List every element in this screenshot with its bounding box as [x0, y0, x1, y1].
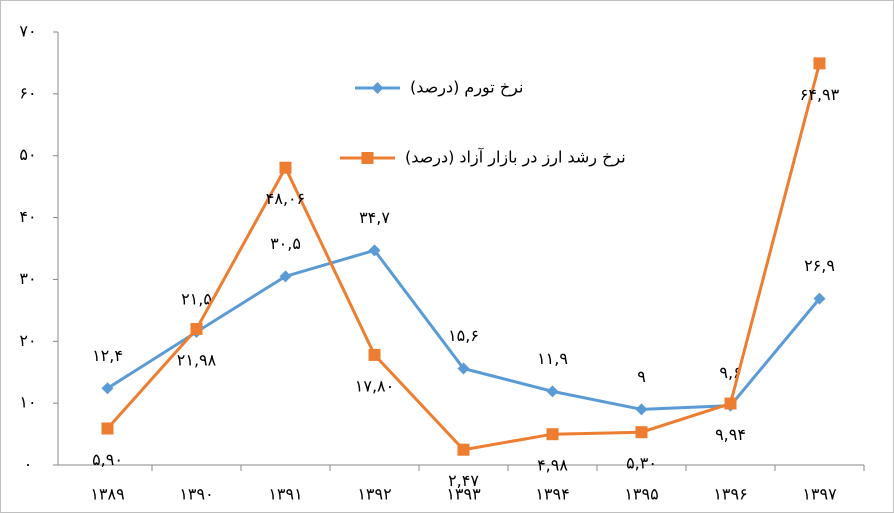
marker	[635, 403, 648, 416]
marker	[361, 152, 374, 164]
marker	[546, 385, 559, 398]
data-label: ۲۶,۹	[804, 256, 835, 275]
data-label: ۶۴,۹۳	[800, 85, 840, 104]
data-label: ۱۲,۴	[92, 346, 123, 365]
x-tick-label: ۱۳۹۱	[268, 485, 302, 504]
marker	[101, 382, 114, 395]
y-tick-label: ۴۰	[19, 207, 36, 226]
data-label: ۲۱,۵	[181, 290, 212, 309]
data-label: ۹,۹۴	[715, 425, 746, 444]
marker	[190, 323, 203, 336]
legend-label: نرخ رشد ارز در بازار آزاد (درصد)	[405, 148, 626, 168]
marker	[724, 397, 737, 410]
x-tick-label: ۱۳۹۴	[535, 485, 569, 504]
data-label: ۲,۴۷	[448, 471, 479, 490]
data-label: ۹	[637, 367, 646, 386]
marker	[279, 270, 292, 283]
marker	[368, 244, 381, 257]
legend-label: نرخ تورم (درصد)	[410, 78, 523, 98]
data-label: ۵,۳۰	[626, 454, 657, 473]
marker	[101, 422, 114, 435]
data-label: ۵,۹۰	[92, 450, 123, 469]
x-tick-label: ۱۳۹۰	[179, 485, 213, 504]
x-tick-label: ۱۳۹۳	[446, 485, 481, 504]
marker	[635, 426, 648, 439]
y-tick-label: ۶۰	[19, 83, 36, 102]
data-label: ۴۸,۰۶	[266, 189, 305, 208]
y-tick-label: ۷۰	[19, 22, 36, 41]
x-tick-label: ۱۳۸۹	[90, 485, 124, 504]
data-label: ۲۱,۹۸	[177, 351, 217, 370]
data-label: ۳۰,۵	[270, 234, 301, 253]
y-tick-label: ۱۰	[19, 393, 36, 412]
x-tick-label: ۱۳۹۵	[624, 485, 658, 504]
x-tick-label: ۱۳۹۷	[802, 485, 837, 504]
y-tick-label: ۰	[24, 455, 33, 474]
y-tick-label: ۵۰	[19, 145, 36, 164]
data-label: ۳۴,۷	[359, 208, 390, 227]
marker	[371, 82, 384, 94]
marker	[813, 57, 826, 70]
x-tick-label: ۱۳۹۲	[357, 485, 391, 504]
y-tick-label: ۳۰	[19, 269, 36, 288]
marker	[546, 428, 559, 441]
marker	[368, 348, 381, 361]
marker	[279, 161, 292, 174]
data-label: ۱۵,۶	[448, 326, 479, 345]
data-label: ۱۷,۸۰	[355, 376, 394, 395]
data-label: ۴,۹۸	[537, 456, 568, 475]
marker	[457, 443, 470, 456]
marker	[813, 292, 826, 305]
x-tick-label: ۱۳۹۶	[713, 485, 747, 504]
data-label: ۱۱,۹	[537, 349, 568, 368]
marker	[457, 362, 470, 375]
y-tick-label: ۲۰	[19, 331, 36, 350]
